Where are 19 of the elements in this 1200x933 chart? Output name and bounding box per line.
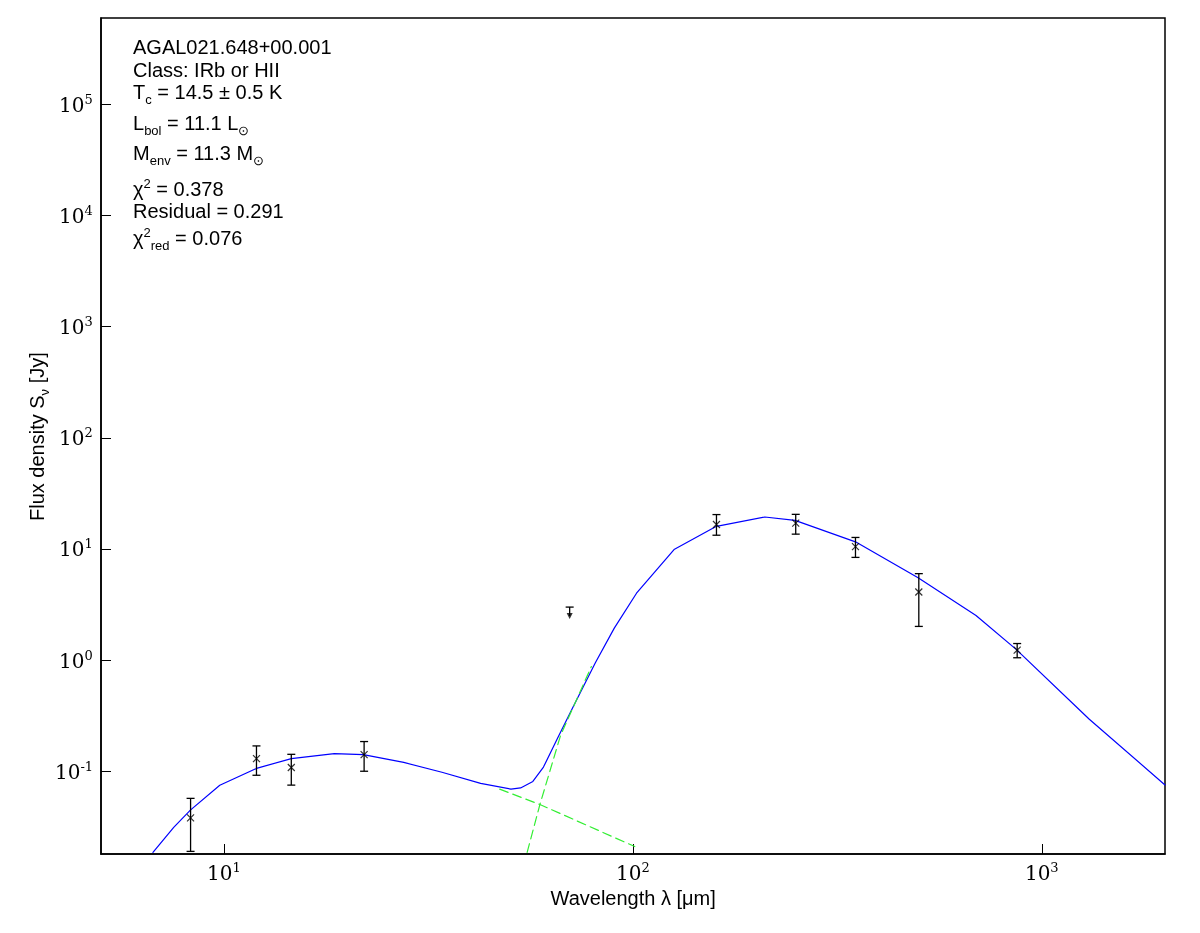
x-tick-label: 10$^{3}$: [1024, 860, 1059, 885]
y-tick-label: 10$^{4}$: [59, 203, 93, 228]
annotation: AGAL021.648+00.001: [133, 36, 332, 59]
y-tick-label: 10$^{1}$: [59, 536, 93, 562]
y-tick-label: 10$^{2}$: [59, 425, 93, 450]
annotation: Class: IRb or HII: [133, 58, 281, 81]
annotation: L$_{bol}$ = 11.1 L$_{⊙}$: [133, 111, 251, 140]
annotation: M$_{env}$ = 11.3 M$_{⊙}$: [133, 142, 266, 170]
x-tick-label: 10$^{2}$: [616, 860, 650, 885]
x-tick-label: 10$^{1}$: [207, 860, 241, 885]
annotation: χ$^{2}$ = 0.378: [133, 174, 225, 200]
x-axis-title: Wavelength λ [μm]: [550, 887, 716, 910]
y-tick-label: 10$^{5}$: [59, 91, 93, 117]
y-tick-label: 10$^{3}$: [59, 314, 93, 339]
y-tick-label: 10$^{0}$: [59, 647, 93, 673]
y-tick-label: 10$^{-1}$: [55, 758, 94, 784]
annotation: χ$^{2}$$_{red}$ = 0.076: [133, 224, 244, 255]
annotation: T$_{c}$ = 14.5 ± 0.5 K: [133, 81, 284, 109]
annotation: Residual = 0.291: [133, 199, 285, 223]
